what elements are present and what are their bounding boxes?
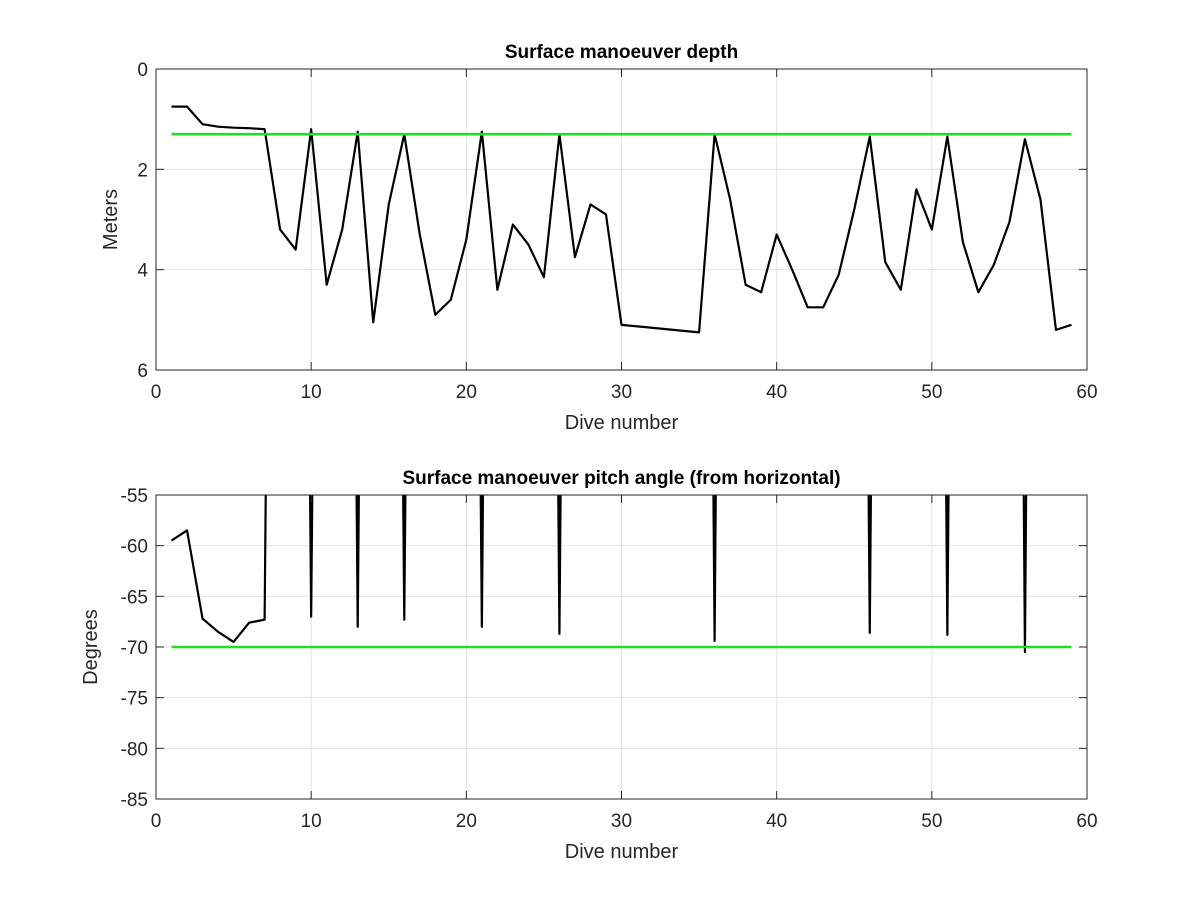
chart-2-x-tick-label: 30	[611, 811, 632, 832]
chart-2-series-group	[170, 495, 1072, 654]
chart-1-y-tick-label: 2	[137, 160, 148, 181]
chart-1-x-tick-label: 60	[1076, 382, 1097, 403]
chart-2-y-tick-label: -85	[121, 790, 148, 811]
chart-2-y-tick-label: -70	[121, 638, 148, 659]
chart-1-x-tick-label: 20	[456, 382, 477, 403]
chart-2-x-tick-label: 50	[921, 811, 942, 832]
chart-1-y-axis-label: Meters	[100, 189, 122, 250]
chart-2-y-axis-label: Degrees	[80, 609, 102, 685]
chart-1-x-tick-label: 50	[921, 382, 942, 403]
chart-1-x-tick-label: 10	[301, 382, 322, 403]
chart-1-x-tick-label: 30	[611, 382, 632, 403]
chart-2-data-line	[170, 495, 1028, 654]
chart-2-x-tick-label: 40	[766, 811, 787, 832]
chart-2-y-tick-label: -80	[121, 739, 148, 760]
chart-2-x-tick-label: 60	[1076, 811, 1097, 832]
chart-1-y-tick-label: 4	[137, 261, 148, 282]
chart-1-x-tick-label: 0	[151, 382, 162, 403]
chart-1: 0 10 20 30 40 50 60 0 2 4 6 Surface manoeuver depth…	[100, 42, 1098, 434]
chart-1-series-group	[171, 105, 1072, 334]
chart-2-y-tick-label: -75	[121, 689, 148, 710]
chart-1-x-tick-label: 40	[766, 382, 787, 403]
chart-1-y-tick-label: 0	[137, 60, 148, 81]
chart-2-x-tick-label: 20	[456, 811, 477, 832]
chart-2-y-tick-label: -65	[121, 587, 148, 608]
chart-2-y-tick-label: -55	[121, 486, 148, 507]
chart-2-y-tick-label: -60	[121, 537, 148, 558]
chart-1-title: Surface manoeuver depth	[505, 42, 738, 63]
chart-2-title: Surface manoeuver pitch angle (from hori…	[402, 468, 840, 489]
chart-1-x-axis-label: Dive number	[565, 412, 679, 434]
chart-1-data-line	[171, 105, 1072, 334]
chart-1-y-tick-label: 6	[137, 361, 148, 382]
chart-2-x-tick-label: 0	[151, 811, 162, 832]
chart-2-x-tick-label: 10	[301, 811, 322, 832]
chart-2-x-axis-label: Dive number	[565, 841, 679, 863]
chart-2: 0 10 20 30 40 50 60 -55 -60 -65 -70 -75 -80 -85 Surfac…	[80, 468, 1098, 863]
